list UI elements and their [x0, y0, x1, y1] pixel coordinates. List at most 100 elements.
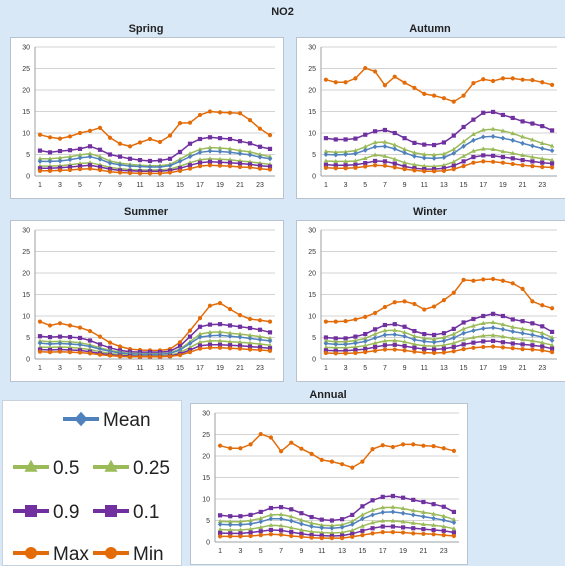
data-point [441, 166, 447, 171]
data-point [333, 336, 338, 341]
data-point [217, 136, 223, 141]
data-point [258, 533, 263, 538]
data-point [530, 159, 535, 164]
data-point [422, 347, 427, 352]
series-Max [323, 276, 555, 324]
data-point [167, 354, 173, 359]
data-point [471, 148, 476, 153]
data-point [402, 164, 407, 169]
data-point [400, 442, 406, 447]
data-point [520, 157, 525, 163]
data-point [227, 307, 233, 312]
data-point [451, 340, 457, 345]
data-point [187, 120, 193, 125]
data-point [217, 513, 223, 518]
data-point [248, 512, 253, 518]
data-point [319, 530, 325, 535]
data-point [217, 443, 223, 448]
data-point [248, 517, 253, 523]
data-point [87, 166, 93, 171]
data-point [451, 335, 457, 341]
data-point [400, 519, 406, 524]
data-point [382, 343, 388, 348]
data-point [343, 341, 348, 347]
series-0_1 [37, 159, 273, 174]
series-0_9 [323, 109, 555, 148]
data-point [400, 530, 406, 535]
data-point [207, 303, 213, 308]
x-tick-label: 3 [344, 365, 348, 372]
data-point [207, 156, 213, 161]
data-point [107, 340, 113, 345]
data-point [490, 153, 496, 158]
data-point [343, 351, 348, 356]
data-point [299, 527, 304, 532]
data-point [207, 338, 213, 343]
data-point [228, 531, 233, 536]
y-tick-label: 10 [22, 131, 30, 138]
data-point [481, 313, 486, 319]
data-point [520, 347, 525, 352]
data-point [197, 160, 203, 165]
data-point [237, 331, 243, 336]
data-point [530, 338, 535, 343]
data-point [382, 153, 388, 158]
data-point [238, 534, 243, 539]
legend-label: Min [133, 544, 164, 565]
data-point [510, 76, 515, 81]
legend-label: Mean [103, 410, 151, 431]
data-point [500, 326, 506, 332]
data-point [267, 319, 273, 324]
data-point [57, 165, 63, 170]
data-point [257, 144, 263, 149]
x-tick-label: 21 [420, 548, 428, 555]
data-point [402, 339, 407, 344]
y-tick-label: 30 [22, 45, 30, 52]
data-point [333, 348, 338, 353]
data-point [107, 167, 113, 172]
data-point [67, 323, 73, 328]
data-point [549, 161, 555, 166]
data-point [97, 154, 103, 159]
series-0_9 [323, 311, 555, 341]
data-point [267, 167, 273, 172]
data-point [372, 327, 378, 332]
data-point [67, 154, 73, 159]
data-point [67, 334, 73, 340]
data-point [309, 533, 314, 538]
data-point [257, 126, 263, 131]
data-point [362, 144, 368, 149]
data-point [37, 334, 43, 339]
series-line [219, 433, 455, 469]
series-0_25 [217, 518, 457, 535]
chart-panel-autumn: 0 5 10 15 20 25 30 1 3 5 7 9 11 13 15 17 19 21 23 [296, 37, 565, 199]
data-point [402, 136, 407, 141]
data-point [167, 163, 173, 169]
data-point [258, 524, 264, 530]
data-point [197, 339, 203, 344]
y-tick-label: 20 [308, 88, 316, 95]
data-point [441, 162, 447, 167]
data-point [47, 339, 53, 344]
data-point [461, 159, 466, 164]
data-point [431, 522, 436, 527]
data-point [217, 342, 223, 347]
data-point [319, 457, 324, 462]
data-point [237, 343, 243, 348]
series-0_25 [323, 146, 555, 169]
data-point [520, 319, 525, 324]
data-point [530, 347, 535, 352]
data-point [87, 128, 93, 133]
data-point [228, 446, 233, 451]
page-title: NO2 [271, 6, 294, 18]
data-point [47, 168, 53, 173]
data-point [267, 335, 273, 341]
data-point [540, 160, 545, 165]
data-point [127, 354, 133, 359]
data-point [520, 119, 525, 124]
y-tick-label: 15 [22, 292, 30, 299]
data-point [339, 522, 345, 527]
data-point [289, 440, 294, 445]
x-tick-label: 3 [238, 548, 242, 555]
chart-panel-annual: 0 5 10 15 20 25 30 1 3 5 7 9 11 13 15 17 19 21 23 [190, 403, 468, 565]
